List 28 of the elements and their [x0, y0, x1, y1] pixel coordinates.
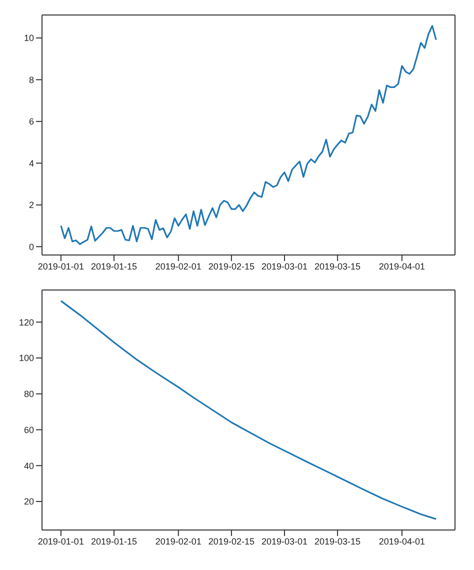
line-series: [60, 300, 437, 520]
x-tick-label: 2019-01-15: [90, 261, 138, 272]
x-tick-label: 2019-03-15: [314, 261, 361, 272]
x-tick-label: 2019-04-01: [378, 261, 425, 272]
y-tick-label: 100: [18, 353, 34, 364]
y-tick-label: 80: [24, 389, 34, 400]
x-tick-label: 2019-02-15: [208, 536, 254, 546]
y-tick-label: 2: [28, 200, 34, 210]
y-tick-label: 60: [24, 424, 34, 435]
x-tick-label: 2019-04-01: [378, 536, 425, 546]
y-tick-label: 4: [28, 158, 34, 168]
y-tick-label: 120: [18, 317, 34, 328]
x-tick-label: 2019-02-15: [208, 261, 254, 272]
y-tick-label: 10: [24, 33, 34, 44]
line-series: [60, 25, 437, 245]
y-tick-label: 8: [28, 74, 34, 85]
x-tick-label: 2019-03-15: [314, 536, 361, 546]
y-tick-label: 20: [24, 496, 34, 507]
x-tick-label: 2019-02-01: [155, 536, 202, 546]
x-tick-label: 2019-01-01: [38, 261, 84, 272]
x-tick-label: 2019-03-01: [261, 261, 308, 272]
y-tick-label: 0: [28, 242, 34, 252]
x-tick-label: 2019-02-01: [155, 261, 202, 272]
x-tick-label: 2019-03-01: [261, 536, 308, 546]
y-tick-label: 6: [28, 116, 34, 127]
y-tick-label: 40: [24, 460, 34, 471]
x-tick-label: 2019-01-01: [38, 536, 84, 546]
x-tick-label: 2019-01-15: [90, 536, 138, 546]
